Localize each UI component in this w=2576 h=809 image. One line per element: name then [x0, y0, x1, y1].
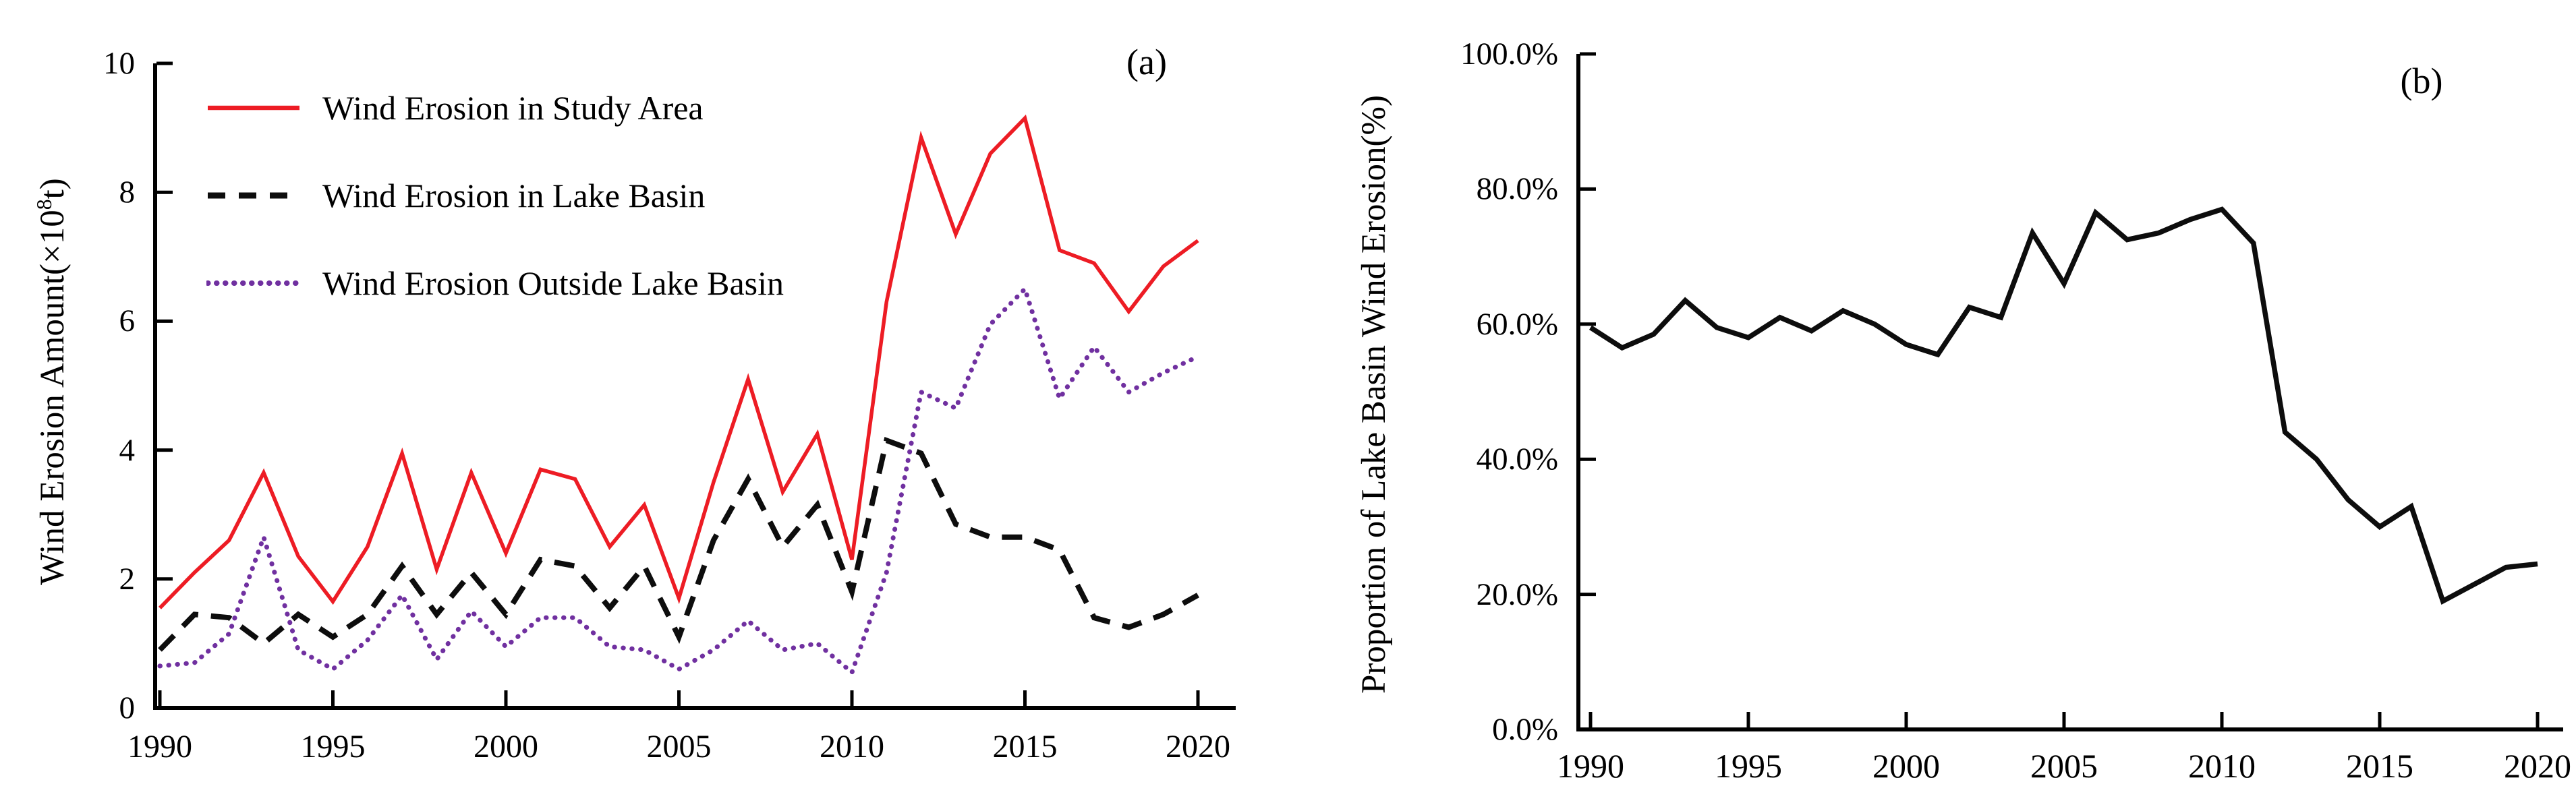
panel-a-tag: (a) [1126, 42, 1167, 82]
panel-b-y-tick-label-80: 80.0% [1476, 171, 1558, 207]
panel-a-x-tick-label-2020: 2020 [1166, 729, 1230, 765]
legend: Wind Erosion in Study Area Wind Erosion … [206, 64, 784, 327]
panel-b-x-tick-label-1990: 1990 [1557, 747, 1624, 785]
legend-item-lake-basin: Wind Erosion in Lake Basin [206, 152, 784, 239]
panel-b-x-tick-label-1995: 1995 [1715, 747, 1782, 785]
panel-b-x-tick-label-2010: 2010 [2188, 747, 2256, 785]
panel-b-y-tick-label-100: 100.0% [1460, 36, 1558, 71]
legend-item-outside-lake-basin: Wind Erosion Outside Lake Basin [206, 239, 784, 327]
legend-label-outside-lake-basin: Wind Erosion Outside Lake Basin [322, 264, 784, 302]
panel-a-x-tick-label-2010: 2010 [820, 729, 884, 765]
panel-a-x-tick-label-2015: 2015 [992, 729, 1058, 765]
panel-b-plot [1576, 52, 2563, 731]
legend-label-study-area: Wind Erosion in Study Area [322, 89, 704, 127]
panel-a-y-tick-label-8: 8 [119, 175, 136, 210]
panel-a-y-axis-title: Wind Erosion Amount(×108t) [23, 0, 74, 786]
panel-a-x-tick-label-1995: 1995 [300, 729, 366, 765]
panel-b-y-tick-label-40: 40.0% [1476, 442, 1558, 477]
panel-a-y-tick-label-10: 10 [103, 46, 135, 81]
legend-line-sample-red-solid [208, 105, 299, 111]
panel-a-y-tick-label-2: 2 [119, 561, 136, 597]
panel-b-y-tick-label-0: 0.0% [1492, 712, 1558, 747]
panel-b-x-tick-label-2020: 2020 [2504, 747, 2571, 785]
panel-b-y-tick-label-60: 60.0% [1476, 306, 1558, 342]
panel-a-axes [153, 63, 1236, 710]
panel-a-y-tick-label-0: 0 [119, 690, 136, 725]
panel-a-x-tick-label-1990: 1990 [127, 729, 192, 765]
panel-a-x-tick-label-2000: 2000 [474, 729, 538, 765]
legend-line-sample-black-dashed [208, 192, 299, 199]
legend-line-sample-purple-dotted [206, 280, 301, 286]
panel-a-y-axis-title-text: Wind Erosion Amount(×10 [34, 210, 71, 585]
legend-label-lake-basin: Wind Erosion in Lake Basin [322, 177, 706, 214]
panel-a-series-0-line [159, 114, 1199, 609]
panel-b-y-tick-label-20: 20.0% [1476, 576, 1558, 612]
panel-a-y-tick-label-4: 4 [119, 432, 136, 468]
panel-b-x-tick-label-2005: 2005 [2030, 747, 2098, 785]
panel-a-x-tick-label-2005: 2005 [646, 729, 712, 765]
panel-b-y-axis-title: Proportion of Lake Basin Wind Erosion(%) [1355, 95, 1393, 694]
panel-a-plot [153, 61, 1236, 710]
panel-b-axes [1576, 54, 2563, 731]
panel-b-series-0-line [1588, 206, 2538, 605]
legend-item-study-area: Wind Erosion in Study Area [206, 64, 784, 152]
panel-a-series-2-line [157, 284, 1201, 677]
panel-a-series-1-line [158, 436, 1199, 652]
panel-a-y-tick-label-6: 6 [119, 303, 136, 339]
panel-b-tag: (b) [2400, 61, 2443, 101]
panel-b-x-tick-label-2000: 2000 [1872, 747, 1940, 785]
panel-b-x-tick-label-2015: 2015 [2346, 747, 2413, 785]
